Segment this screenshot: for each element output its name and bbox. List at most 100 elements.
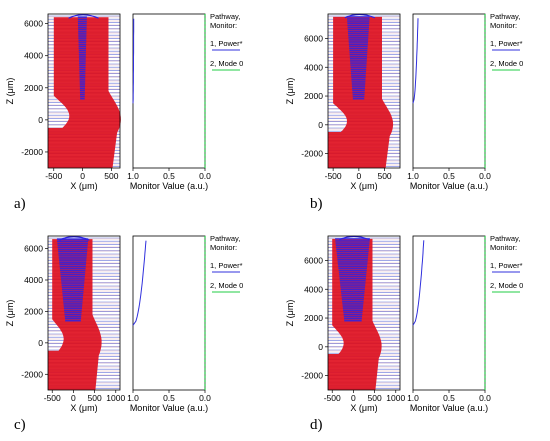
panel-d-y-axis-label: Z (μm): [285, 300, 295, 327]
panel-d-x-tick-label: 0: [351, 393, 356, 403]
panel-c-monitor-x-axis-label: Monitor Value (a.u.): [130, 403, 208, 413]
panel-d-x-tick-label: 500: [367, 393, 381, 403]
panel-c-x-axis-label: X (μm): [70, 403, 97, 413]
panel-d-y-tick-label: -2000: [301, 371, 323, 381]
panel-b-legend-entry-mode: 2, Mode 0: [490, 59, 523, 68]
panel-a-field-frame: [47, 13, 121, 169]
panel-a-y-axis-label: Z (μm): [5, 78, 15, 105]
panel-d-x-tick-label: 1000: [386, 393, 405, 403]
panel-b-monitor-x-tick-label: 0.5: [443, 171, 455, 181]
panel-c-x-tick-label: -500: [44, 393, 61, 403]
panel-d-legend-entry-mode: 2, Mode 0: [490, 281, 523, 290]
panel-c-field-frame: [47, 235, 121, 391]
panel-c-svg: 6000 4000 2000 0 -2000 -500 0 500 1000 X (μm) Z (μ…: [5, 234, 243, 413]
panel-c: 6000 4000 2000 0 -2000 -500 0 500 1000 X (μm) Z (μ…: [0, 222, 270, 433]
panel-b-legend-title-1: Pathway,: [490, 12, 520, 21]
panel-d-monitor-frame: [412, 235, 486, 391]
panel-c-power-curve: [132, 240, 147, 326]
panel-a-x-tick-label: 0: [80, 171, 85, 181]
panel-a-monitor-x-tick-label: 0.5: [163, 171, 175, 181]
panel-b-power-curve: [412, 18, 419, 104]
panel-c-legend-entry-power: 1, Power*: [210, 261, 243, 270]
panel-d-monitor-x-tick-label: 0.0: [479, 393, 491, 403]
panel-c-monitor-frame: [132, 235, 206, 391]
panel-c-red-stripes: [48, 238, 120, 388]
panel-d-y-tick-label: 6000: [304, 255, 323, 265]
panel-d-legend: Pathway,Monitor: 1, Power* 2, Mode 0: [490, 234, 523, 293]
panel-a-x-tick-label: 500: [104, 171, 118, 181]
panel-d-monitor-x-tick-label: 1.0: [407, 393, 419, 403]
panel-b-x-tick-label: -500: [325, 171, 342, 181]
panel-c-y-tick-label: 4000: [24, 275, 43, 285]
panel-b-monitor-x-tick-label: 1.0: [407, 171, 419, 181]
panel-c-monitor-x-tick-label: 0.0: [199, 393, 211, 403]
panel-d: 6000 4000 2000 0 -2000 -500 0 500 1000 X (μm) Z (μ…: [280, 222, 550, 433]
panel-c-legend-title-2: Monitor:: [210, 243, 237, 252]
panel-b: 6000 4000 2000 0 -2000 -500 0 500 X (μm) Z (μm) 1.…: [280, 0, 550, 212]
panel-b-caption: b): [310, 196, 323, 212]
panel-a-legend-title-1: Pathway,: [210, 12, 240, 21]
panel-c-x-tick-label: 500: [87, 393, 101, 403]
panel-c-legend-title-1: Pathway,: [210, 234, 240, 243]
panel-a-legend-entry-power: 1, Power*: [210, 39, 243, 48]
panel-a-monitor-x-axis-label: Monitor Value (a.u.): [130, 181, 208, 191]
panel-a-x-axis-label: X (μm): [70, 181, 97, 191]
panel-a-y-tick-label: 2000: [24, 83, 43, 93]
panel-c-field-plot: 6000 4000 2000 0 -2000 -500 0 500 1000 X (μm) Z (μ…: [5, 235, 125, 413]
panel-d-field-frame: [327, 235, 401, 391]
panel-c-y-tick-label: 2000: [24, 306, 43, 316]
panel-d-monitor-x-tick-label: 0.5: [443, 393, 455, 403]
panel-c-y-tick-label: 6000: [24, 244, 43, 254]
panel-c-y-axis-label: Z (μm): [5, 300, 15, 327]
panel-d-legend-title-2: Monitor:: [490, 243, 517, 252]
panel-a-y-tick-label: 6000: [24, 19, 43, 29]
panel-a-monitor-x-tick-label: 1.0: [127, 171, 139, 181]
panel-b-monitor-x-axis-label: Monitor Value (a.u.): [410, 181, 488, 191]
panel-a-field-cap: [68, 14, 99, 19]
panel-d-x-tick-label: -500: [324, 393, 341, 403]
panel-d-y-tick-label: 4000: [304, 284, 323, 294]
panel-b-field-frame: [327, 13, 401, 169]
panel-a-y-tick-label: -2000: [21, 147, 43, 157]
panel-a-legend-entry-mode: 2, Mode 0: [210, 59, 243, 68]
panel-b-x-axis-label: X (μm): [350, 181, 377, 191]
panel-a-legend: Pathway,Monitor: 1, Power* 2, Mode 0: [210, 12, 243, 71]
panel-b-y-axis-label: Z (μm): [285, 78, 295, 105]
panel-d-blue-field: [335, 238, 370, 322]
panel-b-monitor-frame: [412, 13, 486, 169]
panel-a-legend-title-2: Monitor:: [210, 21, 237, 30]
panel-a: 6000 4000 2000 0 -2000 -500 0 500 X (μm) Z (μm) 1.…: [0, 0, 270, 212]
panel-c-legend-entry-mode: 2, Mode 0: [210, 281, 243, 290]
panel-b-legend: Pathway,Monitor: 1, Power* 2, Mode 0: [490, 12, 523, 71]
panel-c-monitor-x-tick-label: 0.5: [163, 393, 175, 403]
panel-c-monitor-x-tick-label: 1.0: [127, 393, 139, 403]
panel-b-y-tick-label: 4000: [304, 62, 323, 72]
panel-a-svg: 6000 4000 2000 0 -2000 -500 0 500 X (μm) Z (μm) 1.…: [5, 12, 243, 191]
panel-a-x-tick-label: -500: [45, 171, 62, 181]
panel-a-field-plot: 6000 4000 2000 0 -2000 -500 0 500 X (μm) Z (μm): [5, 13, 121, 191]
panel-a-caption: a): [14, 196, 26, 212]
panel-b-y-tick-label: 0: [318, 120, 323, 130]
panel-b-y-tick-label: 2000: [304, 91, 323, 101]
panel-d-field-plot: 6000 4000 2000 0 -2000 -500 0 500 1000 X (μm) Z (μ…: [285, 235, 405, 413]
panel-c-field-cap: [59, 236, 90, 241]
panel-c-y-tick-label: 0: [38, 338, 43, 348]
panel-c-y-tick-label: -2000: [21, 369, 43, 379]
panel-d-y-tick-label: 0: [318, 342, 323, 352]
panel-c-caption: c): [14, 417, 26, 433]
panel-b-monitor-x-tick-label: 0.0: [479, 171, 491, 181]
panel-d-x-axis-label: X (μm): [350, 403, 377, 413]
panel-c-x-tick-label: 1000: [106, 393, 125, 403]
panel-d-y-tick-label: 2000: [304, 313, 323, 323]
panel-b-x-tick-label: 0: [356, 171, 361, 181]
panel-a-y-tick-label: 4000: [24, 51, 43, 61]
panel-d-svg: 6000 4000 2000 0 -2000 -500 0 500 1000 X (μm) Z (μ…: [285, 234, 523, 413]
panel-b-y-tick-label: -2000: [301, 149, 323, 159]
panel-b-blue-field: [346, 16, 370, 100]
panel-a-y-tick-label: 0: [38, 115, 43, 125]
panel-d-legend-entry-power: 1, Power*: [490, 261, 523, 270]
